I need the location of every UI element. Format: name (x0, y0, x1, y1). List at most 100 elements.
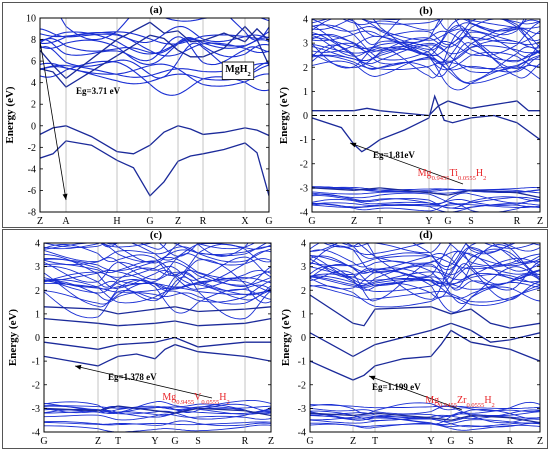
band-mesh-line (377, 19, 540, 25)
kpoint-label: Z (537, 436, 543, 447)
band-mesh-line (44, 250, 271, 289)
band-mesh-line (40, 37, 269, 58)
band-mesh-line (340, 243, 540, 255)
y-tick-label: -1 (300, 135, 308, 146)
band-mesh-line (40, 60, 269, 96)
kpoint-label: S (468, 216, 474, 227)
band-line (44, 317, 271, 327)
band-mesh-line (312, 21, 540, 61)
bands-area (310, 243, 540, 431)
panel-a: (a) -8 -6 -4 -2 0 2 4 6 8 10 Z A H G Z R X G Energy (eV) Eg=… (4, 4, 273, 227)
band-mesh-line (310, 418, 540, 428)
band-line (312, 94, 540, 153)
arrow-head (62, 193, 68, 200)
band-line (44, 405, 271, 417)
band-line (312, 100, 540, 117)
kpoint-label: G (444, 216, 451, 227)
band-mesh-line (44, 408, 271, 416)
y-tick-label: -2 (32, 380, 40, 391)
kpoint-label: A (62, 216, 70, 227)
band-mesh-line (312, 195, 540, 209)
kpoint-label: G (265, 216, 272, 227)
arrow-head (369, 375, 376, 381)
band-mesh-line (312, 203, 540, 209)
band-mesh-line (310, 411, 540, 425)
band-line (310, 412, 540, 424)
y-axis-label: Energy (eV) (280, 309, 292, 366)
kpoint-label: T (115, 436, 121, 447)
band-mesh-line (105, 243, 271, 257)
band-mesh (44, 243, 271, 432)
panel-d: (d) -4 -3 -2 -1 0 1 2 3 4 G Z T Y G S R Z Energy (eV) Eg=1.… (280, 229, 543, 447)
y-tick-label: -3 (298, 404, 306, 415)
compound-box (221, 61, 255, 80)
band-mesh-line (40, 38, 269, 65)
compound-label: Mg0.9455V0.0555H2 (162, 392, 229, 406)
y-tick-label: -4 (298, 428, 306, 439)
y-tick-label: 3 (35, 262, 40, 273)
kpoint-label: Y (151, 436, 158, 447)
kpoint-label: G (171, 436, 178, 447)
band-mesh-line (44, 413, 271, 421)
y-tick-label: 4 (303, 15, 308, 26)
y-tick-label: 0 (35, 333, 40, 344)
y-tick-label: -4 (28, 164, 36, 175)
band-mesh-line (310, 401, 540, 414)
band-mesh-line (312, 198, 540, 206)
band-mesh-line (312, 189, 540, 195)
kpoint-label: T (377, 216, 383, 227)
band-mesh-line (310, 422, 540, 431)
band-mesh-line (60, 18, 269, 41)
band-mesh-line (44, 256, 271, 283)
band-mesh-line (312, 203, 540, 212)
y-axis-label: Energy (eV) (7, 309, 19, 366)
band-mesh-line (310, 244, 540, 289)
band-gap-arrow (39, 40, 67, 201)
kpoint-label: R (514, 216, 521, 227)
band-mesh-line (312, 19, 540, 46)
band-mesh-line (310, 273, 540, 289)
band-mesh-line (312, 42, 540, 73)
y-tick-label: -2 (300, 159, 308, 170)
band-mesh-line (44, 421, 271, 426)
band-line (44, 343, 271, 367)
kpoint-label: Z (95, 436, 101, 447)
band-gap-label: Eg=1.81eV (373, 150, 415, 160)
y-tick-label: -2 (298, 380, 306, 391)
band-mesh-line (310, 404, 540, 409)
panel-label: (b) (419, 5, 433, 17)
band-mesh-line (312, 35, 540, 71)
kpoint-label: G (447, 436, 454, 447)
kpoint-label: R (200, 216, 207, 227)
band-line (310, 329, 540, 381)
panel-label: (a) (150, 4, 163, 16)
band-mesh-line (44, 282, 271, 295)
band-mesh-line (44, 271, 271, 302)
band-mesh-line (310, 411, 540, 420)
kpoint-label: S (195, 436, 201, 447)
bands-area (44, 243, 271, 432)
band-line (44, 306, 271, 315)
band-mesh-line (310, 422, 540, 429)
band-mesh-line (44, 405, 271, 415)
y-tick-label: 1 (35, 309, 40, 320)
band-line (40, 140, 269, 197)
y-tick-label: -8 (28, 208, 36, 219)
band-mesh-line (312, 19, 540, 46)
band-gap-arrow (349, 142, 464, 185)
panel-label: (c) (150, 229, 163, 241)
kpoint-label: Z (537, 216, 543, 227)
bands-area (312, 19, 540, 212)
band-mesh-line (310, 263, 540, 304)
band-mesh-line (310, 243, 540, 267)
kpoint-label: Y (427, 436, 434, 447)
band-mesh-line (341, 19, 540, 32)
band-mesh-line (40, 62, 269, 87)
y-tick-label: -4 (300, 208, 308, 219)
band-mesh-line (44, 405, 271, 409)
y-tick-label: 1 (301, 309, 306, 320)
kpoint-label: R (507, 436, 514, 447)
panel-b: (b) -4 -3 -2 -1 0 1 2 3 4 G Z T Y G S R Z Energy (eV) Eg=1.… (278, 5, 543, 227)
compound-label: MgH2 (225, 64, 250, 78)
